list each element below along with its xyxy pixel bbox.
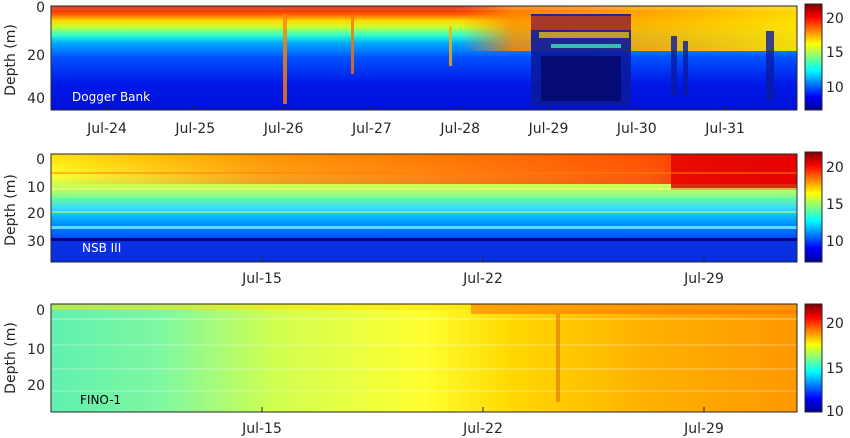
colorbar: 20 15 10 xyxy=(804,303,844,420)
y-tick-label: 20 xyxy=(27,48,45,64)
x-tick-label: Jul-22 xyxy=(462,271,503,287)
colorbar-gradient xyxy=(804,151,823,263)
x-tick-label: Jul-27 xyxy=(351,121,392,137)
plot-frame xyxy=(50,303,798,413)
plot-frame xyxy=(50,5,798,111)
y-ticks: 0 20 40 xyxy=(27,0,45,107)
x-tick-label: Jul-25 xyxy=(174,121,215,137)
y-axis-label: Depth (m) xyxy=(3,322,19,394)
panel-nsb-iii: Depth (m) 0 10 20 30 xyxy=(3,151,844,287)
y-tick-label: 0 xyxy=(36,152,45,168)
colorbar-tick-label: 10 xyxy=(826,234,844,250)
colorbar-tick-label: 15 xyxy=(826,361,844,377)
station-label: NSB III xyxy=(82,241,121,255)
colorbar-tick-label: 10 xyxy=(826,80,844,96)
colorbar-tick-label: 15 xyxy=(826,45,844,61)
colorbar-tick-label: 15 xyxy=(826,197,844,213)
station-label: Dogger Bank xyxy=(72,90,150,104)
x-tick-label: Jul-26 xyxy=(263,121,304,137)
y-axis-label: Depth (m) xyxy=(3,174,19,246)
x-tick-label: Jul-29 xyxy=(683,421,724,437)
x-ticks: Jul-24 Jul-25 Jul-26 Jul-27 Jul-28 Jul-29 Jul-… xyxy=(86,105,745,137)
x-tick-label: Jul-15 xyxy=(241,421,282,437)
y-ticks: 0 10 20 xyxy=(27,303,45,394)
y-tick-label: 30 xyxy=(27,234,45,250)
heatmap-field xyxy=(51,154,797,262)
x-ticks: Jul-15 Jul-22 Jul-29 xyxy=(241,407,724,437)
colorbar-gradient xyxy=(804,303,823,413)
y-tick-label: 20 xyxy=(27,378,45,394)
x-tick-label: Jul-31 xyxy=(704,121,745,137)
heatmap-field xyxy=(51,6,797,110)
panel-dogger-bank: Depth (m) 0 20 40 xyxy=(3,0,844,137)
y-tick-label: 40 xyxy=(27,91,45,107)
colorbar-tick-label: 10 xyxy=(826,404,844,420)
panel-fino-1: Depth (m) 0 10 20 xyxy=(3,303,844,437)
y-tick-label: 20 xyxy=(27,206,45,222)
x-tick-label: Jul-29 xyxy=(683,271,724,287)
x-tick-label: Jul-30 xyxy=(616,121,657,137)
y-tick-label: 10 xyxy=(27,180,45,196)
colorbar-tick-label: 20 xyxy=(826,11,844,27)
station-label: FINO-1 xyxy=(80,393,121,407)
colorbar-gradient xyxy=(804,3,823,111)
y-tick-label: 10 xyxy=(27,342,45,358)
colorbar: 20 15 10 xyxy=(804,3,844,111)
x-ticks: Jul-15 Jul-22 Jul-29 xyxy=(241,257,724,287)
x-tick-label: Jul-15 xyxy=(241,271,282,287)
y-tick-label: 0 xyxy=(36,303,45,319)
plot-frame xyxy=(50,153,798,263)
colorbar: 20 15 10 xyxy=(804,151,844,263)
x-tick-label: Jul-29 xyxy=(528,121,569,137)
colorbar-tick-label: 20 xyxy=(826,316,844,332)
y-axis-label: Depth (m) xyxy=(3,24,19,96)
x-tick-label: Jul-28 xyxy=(439,121,480,137)
x-tick-label: Jul-24 xyxy=(86,121,127,137)
y-tick-label: 0 xyxy=(36,0,45,16)
x-tick-label: Jul-22 xyxy=(462,421,503,437)
heatmap-field xyxy=(51,304,797,412)
y-ticks: 0 10 20 30 xyxy=(27,152,45,250)
colorbar-tick-label: 20 xyxy=(826,160,844,176)
